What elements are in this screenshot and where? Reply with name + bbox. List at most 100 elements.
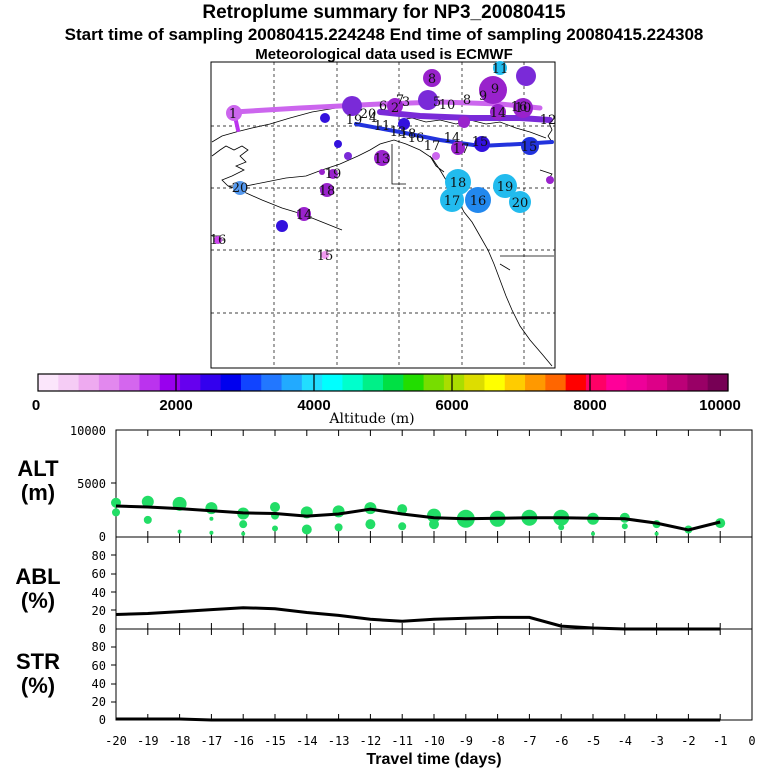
colorbar-tick-label: 10000 bbox=[699, 397, 741, 414]
colorbar-major-ticks bbox=[175, 374, 591, 391]
x-tick-label: -15 bbox=[264, 734, 286, 748]
alt-marker bbox=[143, 515, 152, 524]
y-tick-marks bbox=[111, 482, 116, 703]
plume-circle bbox=[432, 152, 440, 160]
colorbar-cell bbox=[504, 374, 526, 391]
abl-y-tick: 40 bbox=[92, 586, 106, 600]
colorbar-cell bbox=[667, 374, 689, 391]
plume-circle bbox=[516, 66, 536, 86]
plume-circle bbox=[342, 96, 362, 116]
alt-marker bbox=[334, 523, 343, 532]
colorbar-cell bbox=[139, 374, 161, 391]
plume-circle bbox=[479, 76, 507, 104]
alt-marker bbox=[141, 495, 154, 508]
plume-circle bbox=[321, 251, 329, 259]
plume-circle bbox=[440, 188, 464, 212]
colorbar-cell bbox=[58, 374, 80, 391]
plume-circle bbox=[513, 98, 533, 118]
plume-circle bbox=[458, 116, 470, 128]
plume-label: 19 bbox=[346, 113, 363, 128]
alt-marker bbox=[112, 508, 120, 517]
plume-circle bbox=[374, 150, 390, 166]
colorbar-cell bbox=[707, 374, 729, 391]
x-axis-ticks bbox=[115, 430, 753, 720]
plume-label: 17 bbox=[444, 194, 461, 209]
alt-series-line bbox=[115, 504, 721, 532]
x-tick-label: -2 bbox=[681, 734, 695, 748]
colorbar-tick-label: 2000 bbox=[159, 397, 192, 414]
colorbar-cell bbox=[626, 374, 648, 391]
plume-circle bbox=[418, 90, 438, 110]
plume-label: 16 bbox=[470, 194, 487, 209]
colorbar-tick-label: 6000 bbox=[435, 397, 468, 414]
plume-label: 16 bbox=[511, 100, 528, 115]
colorbar-tick-label: 4000 bbox=[297, 397, 330, 414]
plume-label: 12 bbox=[540, 113, 557, 128]
alt-y-tick: 5000 bbox=[77, 477, 106, 491]
plume-circle bbox=[509, 191, 531, 213]
colorbar-cell bbox=[281, 374, 303, 391]
colorbar-cell bbox=[180, 374, 201, 391]
plume-label: 14 bbox=[296, 208, 313, 223]
colorbar-cell bbox=[38, 374, 59, 391]
plume-circles bbox=[214, 61, 554, 259]
abl-panel-label: ABL bbox=[15, 564, 60, 589]
plume-label: 20 bbox=[360, 107, 377, 122]
colorbar-cell bbox=[646, 374, 668, 391]
colorbar-cell bbox=[342, 374, 364, 391]
plume-label: 15 bbox=[472, 135, 489, 150]
str-y-tick: 40 bbox=[92, 677, 106, 691]
alt-marker bbox=[558, 524, 565, 531]
colorbar-cell bbox=[565, 374, 587, 391]
x-tick-label: -13 bbox=[328, 734, 350, 748]
plume-circle bbox=[398, 118, 410, 130]
alt-marker bbox=[398, 522, 407, 531]
x-tick-label: 0 bbox=[748, 734, 755, 748]
plume-label: 18 bbox=[319, 184, 336, 199]
alt-marker bbox=[209, 530, 214, 535]
colorbar-cell bbox=[322, 374, 344, 391]
colorbar-cell bbox=[383, 374, 404, 391]
alt-marker bbox=[301, 524, 312, 535]
x-tick-label: -4 bbox=[618, 734, 632, 748]
plume-label: 18 bbox=[450, 176, 467, 191]
plume-label: 6 bbox=[379, 99, 387, 114]
x-tick-label: -9 bbox=[459, 734, 473, 748]
str-panel-unit: (%) bbox=[21, 673, 55, 698]
x-tick-label: -10 bbox=[423, 734, 445, 748]
colorbar-cell bbox=[484, 374, 506, 391]
plume-circle bbox=[546, 176, 554, 184]
x-tick-label: -6 bbox=[554, 734, 568, 748]
x-tick-label: -17 bbox=[201, 734, 223, 748]
colorbar-cell bbox=[78, 374, 100, 391]
alt-marker bbox=[365, 519, 376, 530]
plume-track-2 bbox=[377, 109, 553, 123]
plume-circle bbox=[490, 104, 506, 120]
colorbar-cell bbox=[200, 374, 222, 391]
met-data-note: Meteorological data used is ECMWF bbox=[255, 46, 513, 63]
plume-label: 2 bbox=[391, 101, 399, 116]
x-axis-label: Travel time (days) bbox=[366, 751, 501, 768]
plume-label: 11 bbox=[374, 119, 391, 134]
str-y-tick: 20 bbox=[92, 695, 106, 709]
str-y-tick: 0 bbox=[99, 713, 106, 727]
plume-circle bbox=[451, 141, 465, 155]
plume-label: 9 bbox=[491, 82, 499, 97]
colorbar-cell bbox=[98, 374, 120, 391]
plume-label: 9 bbox=[479, 89, 487, 104]
x-tick-label: -20 bbox=[105, 734, 127, 748]
plume-label: 14 bbox=[444, 131, 461, 146]
x-tick-label: -5 bbox=[586, 734, 600, 748]
colorbar-cell bbox=[159, 374, 181, 391]
plume-circle bbox=[233, 181, 247, 195]
str-series-line bbox=[116, 717, 721, 722]
plume-circle bbox=[387, 98, 403, 114]
plume-label: 10 bbox=[515, 101, 532, 116]
colorbar-cell bbox=[464, 374, 486, 391]
colorbar-cell bbox=[261, 374, 283, 391]
abl-y-tick: 80 bbox=[92, 549, 106, 563]
colorbar-cell bbox=[545, 374, 567, 391]
plume-label: 15 bbox=[317, 249, 334, 264]
